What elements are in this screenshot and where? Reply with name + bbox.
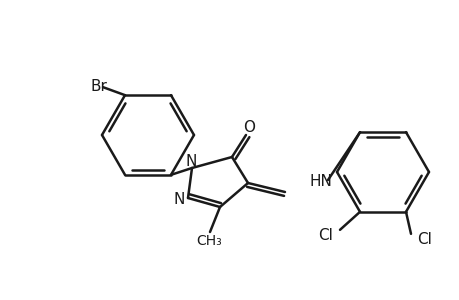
Text: CH₃: CH₃: [196, 234, 221, 248]
Text: N: N: [173, 193, 184, 208]
Text: HN: HN: [309, 175, 332, 190]
Text: Cl: Cl: [318, 228, 333, 243]
Text: O: O: [242, 119, 254, 134]
Text: Cl: Cl: [417, 232, 431, 247]
Text: Br: Br: [91, 79, 108, 94]
Text: N: N: [185, 154, 196, 169]
